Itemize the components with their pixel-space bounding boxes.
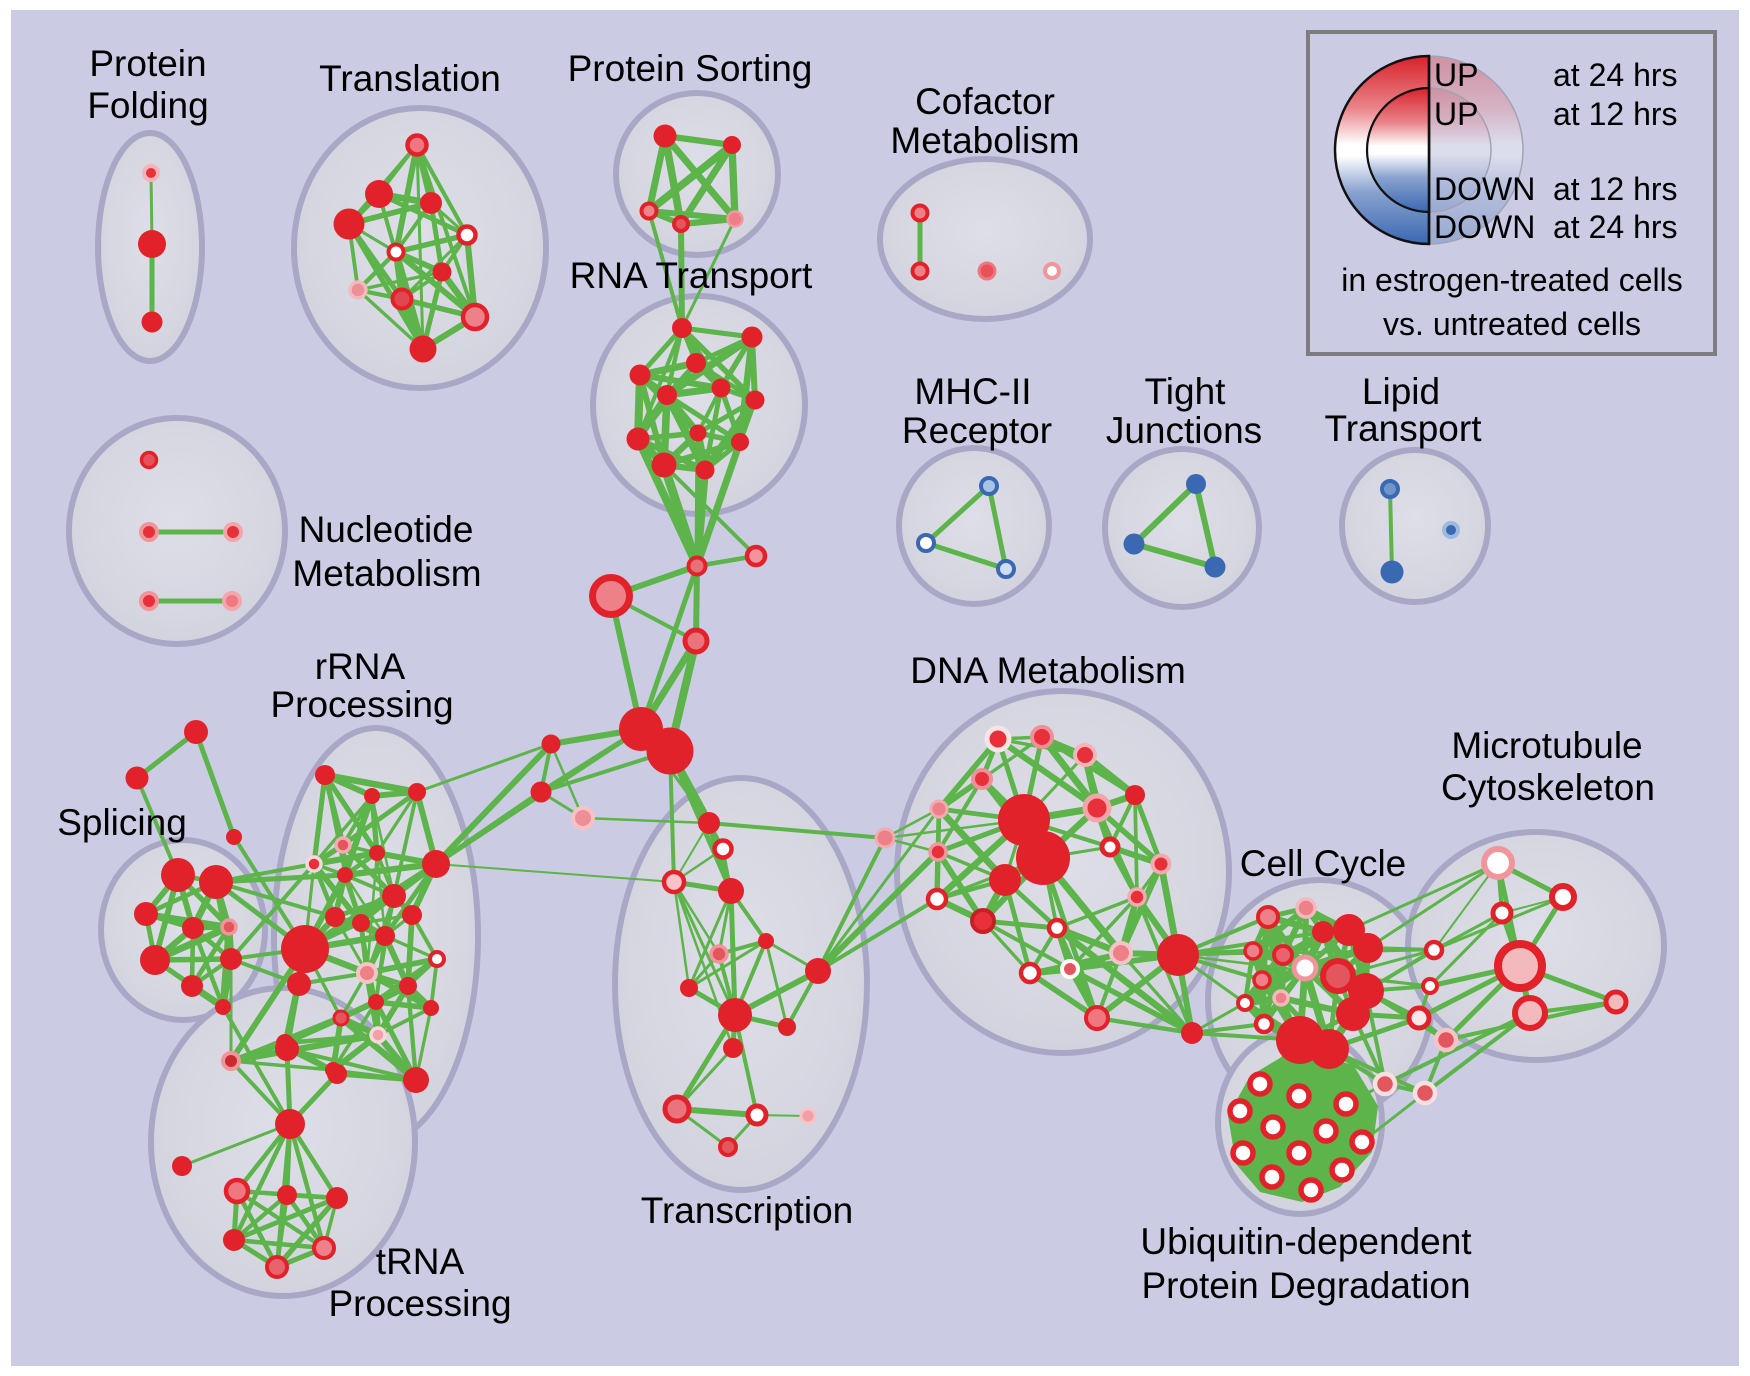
svg-text:at 24 hrs: at 24 hrs [1553, 57, 1678, 93]
svg-text:Metabolism: Metabolism [890, 120, 1079, 161]
svg-text:in estrogen-treated cells: in estrogen-treated cells [1341, 262, 1683, 298]
svg-text:Transport: Transport [1325, 408, 1483, 449]
svg-text:Nucleotide: Nucleotide [299, 509, 474, 550]
svg-text:Folding: Folding [87, 85, 208, 126]
svg-text:Microtubule: Microtubule [1451, 725, 1642, 766]
svg-text:Protein: Protein [89, 43, 206, 84]
svg-text:vs. untreated cells: vs. untreated cells [1383, 306, 1641, 342]
svg-text:at 24 hrs: at 24 hrs [1553, 209, 1678, 245]
svg-text:Protein Degradation: Protein Degradation [1141, 1265, 1470, 1306]
svg-text:Transcription: Transcription [641, 1190, 853, 1231]
svg-text:Metabolism: Metabolism [292, 553, 481, 594]
svg-text:Cytoskeleton: Cytoskeleton [1441, 767, 1655, 808]
svg-text:DNA Metabolism: DNA Metabolism [910, 650, 1186, 691]
svg-text:tRNA: tRNA [376, 1241, 465, 1282]
svg-text:rRNA: rRNA [315, 646, 406, 687]
svg-text:DOWN: DOWN [1434, 209, 1535, 245]
svg-text:Cofactor: Cofactor [915, 81, 1055, 122]
svg-text:Ubiquitin-dependent: Ubiquitin-dependent [1140, 1221, 1472, 1262]
svg-text:Cell Cycle: Cell Cycle [1240, 843, 1407, 884]
svg-text:RNA Transport: RNA Transport [570, 255, 813, 296]
svg-text:DOWN: DOWN [1434, 171, 1535, 207]
svg-text:Splicing: Splicing [57, 802, 187, 843]
svg-text:Junctions: Junctions [1106, 410, 1262, 451]
svg-text:Protein Sorting: Protein Sorting [568, 48, 813, 89]
svg-text:Receptor: Receptor [902, 410, 1052, 451]
svg-text:Processing: Processing [270, 684, 453, 725]
svg-text:Lipid: Lipid [1362, 371, 1440, 412]
svg-text:MHC-II: MHC-II [914, 371, 1031, 412]
svg-text:at 12 hrs: at 12 hrs [1553, 171, 1678, 207]
svg-text:Tight: Tight [1145, 371, 1227, 412]
svg-text:UP: UP [1434, 57, 1478, 93]
svg-text:Translation: Translation [319, 58, 501, 99]
svg-text:Processing: Processing [328, 1283, 511, 1324]
svg-text:at 12 hrs: at 12 hrs [1553, 96, 1678, 132]
svg-text:UP: UP [1434, 96, 1478, 132]
